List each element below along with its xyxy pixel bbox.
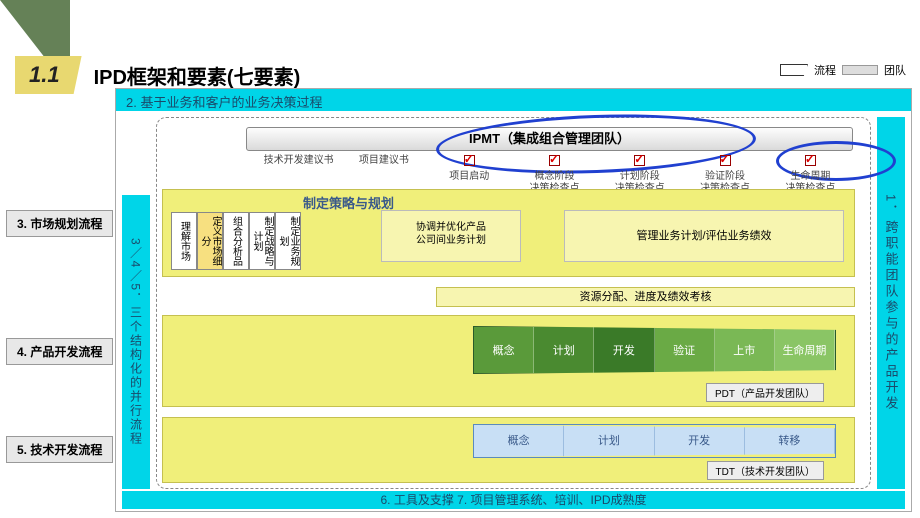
ipmt-bar: IPMT（集成组合管理团队） [246, 127, 853, 151]
slide-title: IPD框架和要素(七要素) [94, 61, 301, 90]
tdt-phase: 转移 [745, 425, 835, 457]
y1-steps: 理解市场 定义市场细分 组合分析品 制定战略与计划 制定业务规划 [171, 212, 301, 270]
step: 定义市场细分 [197, 212, 223, 270]
pdt-phase: 开发 [594, 327, 654, 373]
tdt-phase: 开发 [655, 425, 745, 457]
y1-right-box: 管理业务计划/评估业务绩效 [564, 210, 844, 262]
ext-label-4: 4. 产品开发流程 [6, 338, 113, 365]
gate: 生命周期 决策检查点 [768, 155, 853, 185]
tdt-phase: 计划 [564, 425, 654, 457]
y1-mid-box: 协调并优化产品 公司间业务计划 [381, 210, 521, 262]
left-cyan-bar: 3／4／5．三个结构化的并行流程 [122, 195, 150, 489]
gate: 验证阶段 决策检查点 [682, 155, 767, 185]
gate: 项目启动 [427, 155, 512, 185]
market-planning-block: 制定策略与规划 理解市场 定义市场细分 组合分析品 制定战略与计划 制定业务规划… [162, 189, 855, 277]
tdt-team-label: TDT（技术开发团队） [707, 461, 824, 480]
step: 组合分析品 [223, 212, 249, 270]
pdt-funnel: 概念计划开发验证上市生命周期 [473, 326, 836, 374]
pdt-phase: 生命周期 [775, 327, 835, 373]
step: 制定战略与计划 [249, 212, 275, 270]
gate: 技术开发建议书 [256, 155, 341, 185]
gate: 项目建议书 [341, 155, 426, 185]
resource-strip: 资源分配、进度及绩效考核 [436, 287, 855, 307]
gate: 概念阶段 决策检查点 [512, 155, 597, 185]
decision-gates: 技术开发建议书 项目建议书 项目启动 概念阶段 决策检查点 计划阶段 决策检查点… [256, 155, 853, 185]
step: 制定业务规划 [275, 212, 301, 270]
pdt-team-label: PDT（产品开发团队） [706, 383, 824, 402]
product-dev-block: 概念计划开发验证上市生命周期 PDT（产品开发团队） [162, 315, 855, 407]
gate: 计划阶段 决策检查点 [597, 155, 682, 185]
ext-label-3: 3. 市场规划流程 [6, 210, 113, 237]
right-cyan-bar: 1．跨职能团队参与的产品开发 [877, 117, 905, 489]
ext-label-5: 5. 技术开发流程 [6, 436, 113, 463]
bottom-cyan-bar: 6. 工具及支撑 7. 项目管理系统、培训、IPD成熟度 [122, 491, 905, 509]
step: 理解市场 [171, 212, 197, 270]
tech-dev-block: 概念计划开发转移 TDT（技术开发团队） [162, 417, 855, 483]
pdt-phase: 上市 [715, 327, 775, 373]
tdt-phase: 概念 [474, 425, 564, 457]
diagram-frame: 2. 基于业务和客户的业务决策过程 1．跨职能团队参与的产品开发 3／4／5．三… [115, 88, 912, 512]
tdt-funnel: 概念计划开发转移 [473, 424, 836, 458]
team-icon [842, 65, 878, 75]
top-cyan-bar: 2. 基于业务和客户的业务决策过程 [116, 89, 911, 111]
pdt-phase: 计划 [534, 327, 594, 373]
legend-team: 团队 [884, 62, 906, 78]
legend-flow: 流程 [814, 62, 836, 78]
flow-icon [780, 64, 808, 76]
legend: 流程 团队 [780, 62, 906, 78]
pdt-phase: 验证 [655, 327, 715, 373]
pdt-phase: 概念 [474, 327, 534, 373]
section-number: 1.1 [15, 56, 82, 94]
